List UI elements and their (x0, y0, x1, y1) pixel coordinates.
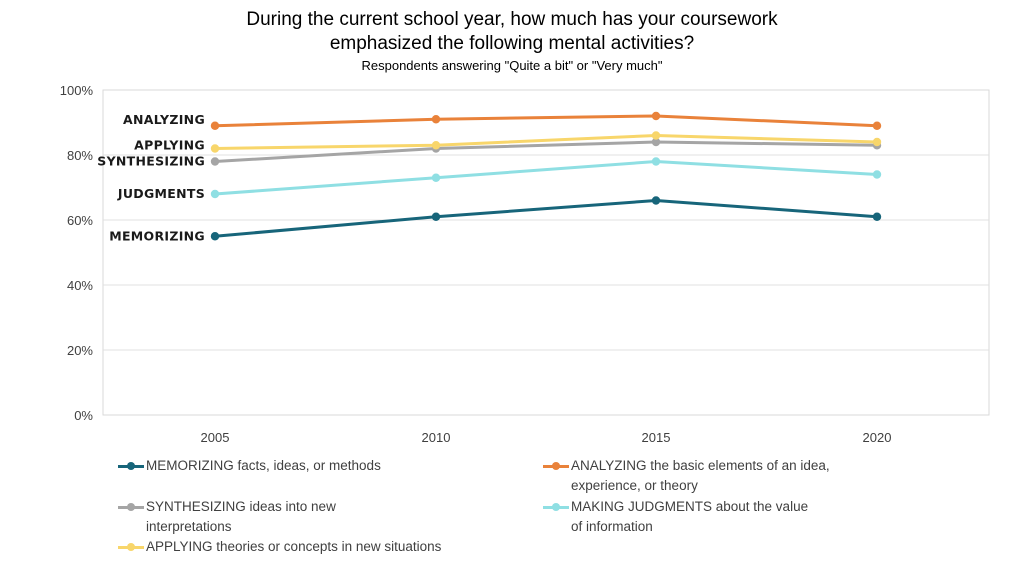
legend-label: MEMORIZING facts, ideas, or methods (146, 456, 381, 476)
chart-title-line-1: During the current school year, how much… (246, 9, 778, 30)
y-tick-label: 100% (60, 83, 94, 98)
chart-title: During the current school year, how much… (0, 8, 1024, 56)
data-point (210, 157, 220, 166)
legend-label-line: interpretations (146, 519, 232, 534)
y-tick-label: 20% (67, 343, 93, 358)
y-tick-label: 60% (67, 213, 93, 228)
data-point (651, 131, 661, 140)
legend-swatch-dot (552, 462, 560, 470)
legend-swatch (543, 460, 569, 472)
data-point (872, 137, 882, 147)
chart-title-line-2: emphasized the following mental activiti… (329, 33, 695, 54)
series-label: APPLYING (134, 138, 205, 153)
legend-label-line: APPLYING theories or concepts in new sit… (146, 539, 442, 554)
legend-swatch-dot (127, 462, 135, 470)
legend-swatch (543, 501, 569, 513)
legend-swatch (118, 460, 144, 472)
series-label: MEMORIZING (109, 228, 205, 243)
legend-swatch-dot (127, 503, 135, 511)
data-point (651, 137, 661, 147)
legend-swatch (118, 541, 144, 553)
legend-label: MAKING JUDGMENTS about the value of infor… (571, 497, 808, 537)
series-line (213, 160, 879, 196)
data-point (210, 144, 220, 153)
legend-label: APPLYING theories or concepts in new sit… (146, 537, 441, 557)
legend-label-line: MAKING JUDGMENTS about the value (571, 499, 809, 514)
y-tick-label: 80% (67, 148, 93, 163)
data-point (431, 212, 441, 221)
data-point (210, 232, 220, 241)
series-label: SYNTHESIZING (97, 154, 205, 169)
x-tick-label: 2020 (863, 430, 892, 445)
series-line (213, 134, 879, 150)
legend-label-line: SYNTHESIZING ideas into new (146, 499, 336, 514)
legend-label: ANALYZING the basic elements of an idea,… (571, 456, 830, 496)
data-point (651, 157, 661, 166)
series-line (213, 199, 879, 238)
data-point (872, 121, 882, 130)
legend-label-line: MEMORIZING facts, ideas, or methods (146, 458, 381, 473)
data-point (431, 173, 441, 182)
line-chart: 0% 20% 40% 60% 80% 100% 2005 2010 2015 2020 MEMORI… (60, 83, 990, 445)
x-tick-label: 2005 (201, 430, 230, 445)
chart-subtitle: Respondents answering "Quite a bit" or "… (361, 58, 663, 73)
data-point (210, 189, 220, 199)
series-label: JUDGMENTS (117, 186, 205, 201)
legend-swatch-dot (552, 503, 560, 511)
data-point (431, 115, 441, 124)
series-line (213, 114, 879, 128)
legend-swatch (118, 501, 144, 513)
y-tick-label: 0% (74, 408, 93, 423)
data-point (651, 196, 661, 205)
series-label: ANALYZING (123, 112, 205, 127)
legend-swatch-dot (127, 543, 135, 551)
plot-area (102, 89, 990, 416)
data-point (431, 141, 441, 150)
legend-label-line: ANALYZING the basic elements of an idea, (571, 458, 830, 473)
x-tick-label: 2010 (422, 430, 451, 445)
legend-label-line: of information (571, 519, 653, 534)
x-tick-label: 2015 (642, 430, 671, 445)
data-point (872, 170, 882, 179)
legend-label: SYNTHESIZING ideas into new interpretatio… (146, 497, 336, 537)
legend-label-line: experience, or theory (571, 478, 698, 493)
series-line (213, 140, 879, 163)
y-tick-label: 40% (67, 278, 93, 293)
data-point (210, 121, 220, 130)
data-point (872, 212, 882, 221)
data-point (651, 111, 661, 121)
